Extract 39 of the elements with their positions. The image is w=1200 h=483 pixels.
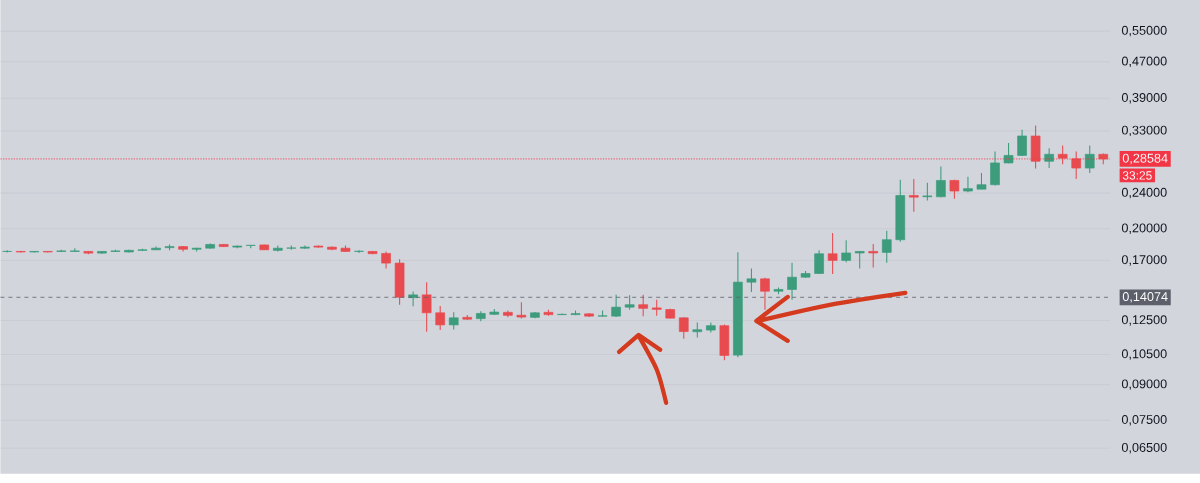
candlestick <box>1084 145 1095 174</box>
candlestick <box>678 316 689 340</box>
candlestick <box>408 290 418 307</box>
candlestick <box>827 232 838 275</box>
y-tick-label: 0,39000 <box>1121 93 1167 104</box>
candlestick <box>1071 150 1082 180</box>
candlestick <box>881 230 892 264</box>
candlestick <box>435 305 445 331</box>
y-tick-label: 0,06500 <box>1121 442 1167 454</box>
candlestick <box>814 249 824 275</box>
candlestick <box>868 243 879 268</box>
candlestick <box>787 262 797 301</box>
y-tick-label: 0,09000 <box>1121 379 1167 390</box>
y-tick-label: 0,17000 <box>1121 255 1167 266</box>
candlestick <box>909 178 919 213</box>
candlestick <box>638 294 648 317</box>
text: 33:25 <box>1122 171 1152 180</box>
y-tick-label: 0,10500 <box>1121 349 1167 360</box>
candlestick <box>1044 147 1054 169</box>
candlestick <box>354 249 364 254</box>
candlestick <box>963 176 973 193</box>
y-tick-label: 0,07500 <box>1121 415 1167 426</box>
candlestick <box>990 150 1000 187</box>
candlestick <box>1057 145 1068 165</box>
y-tick-label: 0,55000 <box>1121 25 1167 37</box>
candlestick <box>421 281 432 333</box>
candlestick <box>1003 142 1014 164</box>
y-tick-label: 0,20000 <box>1121 223 1167 234</box>
candlestick <box>841 239 851 263</box>
y-tick-label: 0,33000 <box>1121 125 1167 137</box>
y-tick-label: 0,24000 <box>1121 187 1167 199</box>
candlestick <box>1017 129 1027 157</box>
candlestick <box>760 277 770 311</box>
ref-line-label: 0,28584 <box>1122 153 1168 165</box>
ref-line-label: 0,14074 <box>1122 292 1168 303</box>
y-tick-label: 0,12500 <box>1121 315 1167 326</box>
candlestick <box>746 268 757 293</box>
y-tick-label: 0,47000 <box>1121 56 1167 68</box>
candlestick <box>936 165 946 198</box>
